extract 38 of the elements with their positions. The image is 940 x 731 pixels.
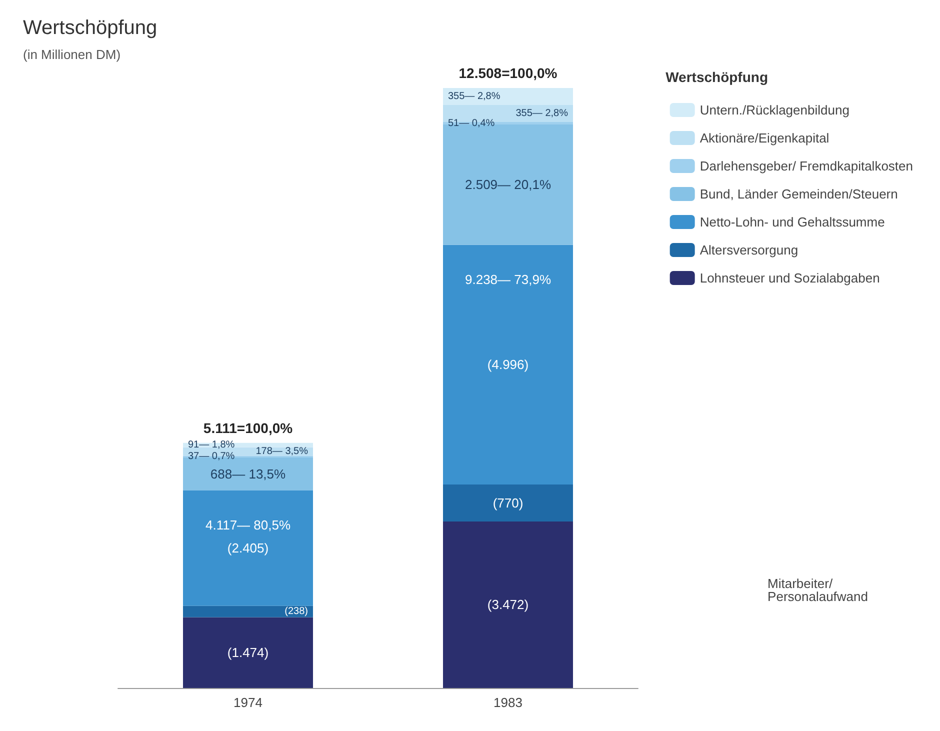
data-label: 91— 1,8% xyxy=(188,440,235,451)
bar xyxy=(443,521,573,688)
data-label: (4.996) xyxy=(487,357,529,372)
x-tick-label: 1983 xyxy=(494,695,522,710)
bar xyxy=(443,244,573,485)
legend-label: Darlehensgeber/ Fremdkapitalkosten xyxy=(700,158,914,174)
data-label: 355— 2,8% xyxy=(448,91,500,102)
bar xyxy=(183,606,313,618)
legend-title: Wertschöpfung xyxy=(666,69,768,85)
data-label: (1.474) xyxy=(227,645,269,660)
chart-title: Wertschöpfung xyxy=(23,17,158,39)
text: Mitarbeiter/ Personalaufwand xyxy=(768,576,868,604)
data-label: 2.509— 20,1% xyxy=(464,177,552,192)
chart-subtitle: (in Millionen DM) xyxy=(23,47,121,62)
bar xyxy=(443,484,573,522)
data-label: (770) xyxy=(492,495,524,510)
annotation: 4.117— 80,5% xyxy=(205,518,291,533)
bar xyxy=(183,617,313,688)
data-label: 355— 2,8% xyxy=(516,108,568,120)
legend-label: Aktionäre/Eigenkapital xyxy=(700,130,830,146)
total-label: 5.111=100,0% xyxy=(203,420,294,436)
bar xyxy=(443,88,573,106)
data-label: (238) xyxy=(284,606,308,618)
legend-label: Bund, Länder Gemeinden/Steuern xyxy=(700,186,898,202)
data-label: 51— 0,4% xyxy=(448,118,495,129)
annotation: 9.238— 73,9% xyxy=(464,272,552,287)
total-label: 12.508=100,0% xyxy=(458,65,558,81)
data-label: (2.405) xyxy=(227,540,269,556)
x-tick-label: 1974 xyxy=(234,695,262,710)
data-label: (3.472) xyxy=(487,597,529,612)
legend-label: Altersversorgung xyxy=(700,242,798,258)
data-label: 178— 3,5% xyxy=(256,446,308,457)
legend-label: Netto-Lohn- und Gehaltssumme xyxy=(700,214,885,230)
bar xyxy=(183,490,313,606)
legend-label: Untern./Rücklagenbildung xyxy=(700,102,850,118)
data-label: 37— 0,7% xyxy=(188,451,235,462)
data-label: 688— 13,5% xyxy=(210,466,286,482)
legend-label: Lohnsteuer und Sozialabgaben xyxy=(700,270,880,286)
